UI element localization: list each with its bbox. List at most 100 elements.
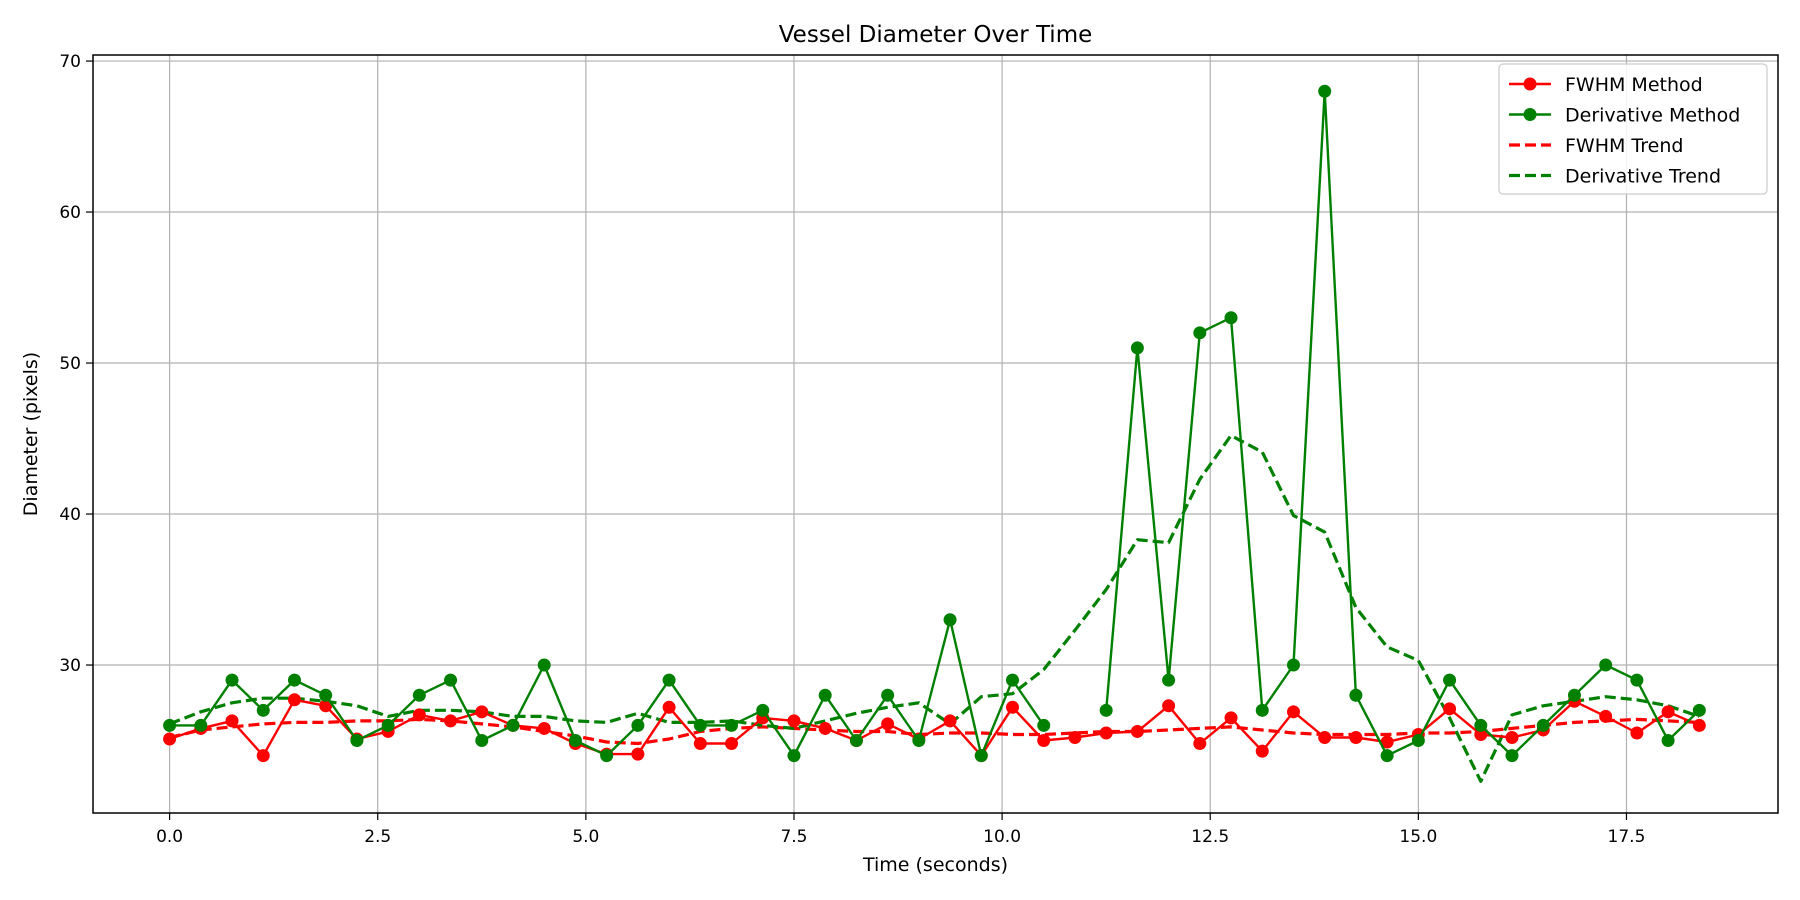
derivative-method-point [1006,673,1020,687]
fwhm-method-point [319,699,333,713]
fwhm-method-point [475,705,489,719]
derivative-method-point [1162,673,1176,687]
derivative-method-point [1536,718,1550,732]
fwhm-method-point [1443,702,1457,716]
fwhm-method-point [1505,731,1519,745]
legend-label-fwhm-trend: FWHM Trend [1565,135,1683,157]
derivative-method-point [818,688,832,702]
derivative-method-point [1286,658,1300,672]
x-tick-label: 15.0 [1399,827,1437,847]
derivative-method-point [319,688,333,702]
derivative-method-point [1349,688,1363,702]
plot-frame [92,54,1779,814]
fwhm-method-point [1037,734,1051,748]
fwhm-method-point [1006,700,1020,714]
derivative-method-point [1599,658,1613,672]
fwhm-method-point [787,714,801,728]
x-tick-label: 5.0 [572,827,599,847]
derivative-method-point [881,688,895,702]
fwhm-method-point [693,737,707,751]
fwhm-method-point [943,714,957,728]
derivative-method-point [537,658,551,672]
derivative-method-point [1692,703,1706,717]
derivative-method-point [1224,311,1238,325]
y-tick-label: 70 [59,52,81,72]
legend-box [1498,63,1768,195]
derivative-method-point [693,718,707,732]
x-tick-label: 2.5 [364,827,391,847]
derivative-method-point [725,718,739,732]
derivative-method-point [1630,673,1644,687]
derivative-method-point [225,673,239,687]
fwhm-method-point [1193,737,1207,751]
fwhm-method-point [1380,735,1394,749]
derivative-method-point [287,673,301,687]
fwhm-method-point [537,721,551,735]
derivative-method-point [1661,734,1675,748]
derivative-method-point [475,734,489,748]
derivative-method-point [568,734,582,748]
legend: FWHM Method Derivative Method FWHM Trend De… [1498,63,1768,195]
fwhm-method-point [725,737,739,751]
x-tick-label: 12.5 [1191,827,1229,847]
derivative-method-point [1411,734,1425,748]
derivative-method-point [1380,749,1394,763]
x-tick-label: 0.0 [156,827,183,847]
legend-label-fwhm-method: FWHM Method [1565,74,1703,96]
derivative-method-point [1505,749,1519,763]
derivative-method-point [1193,326,1207,340]
fwhm-method-point [662,700,676,714]
fwhm-method-point [1286,705,1300,719]
derivative-method-point [506,718,520,732]
fwhm-method-point [631,747,645,761]
derivative-method-point [194,718,208,732]
derivative-method-point [381,718,395,732]
fwhm-method-point [881,717,895,731]
y-tick-label: 30 [59,656,81,676]
fwhm-method-point [1599,709,1613,723]
y-axis-label: Diameter (pixels) [20,352,42,516]
fwhm-method-point [412,708,426,722]
derivative-method-point [1443,673,1457,687]
chart-title: Vessel Diameter Over Time [779,22,1093,48]
fwhm-method-point [1630,726,1644,740]
fwhm-method-point [818,721,832,735]
derivative-method-point [1130,341,1144,355]
fwhm-method-point [1661,705,1675,719]
fwhm-method-point [1255,744,1269,758]
fwhm-method-point [1224,711,1238,725]
fwhm-method-point [1349,731,1363,745]
derivative-method-point [849,734,863,748]
legend-marker-derivative-method [1523,108,1537,121]
derivative-method-point [1037,718,1051,732]
y-tick-label: 50 [59,354,81,374]
y-tick-label: 60 [59,203,81,223]
derivative-method-point [600,749,614,763]
fwhm-method-point [1068,731,1082,745]
ticks-group: 0.0 2.5 5.0 7.5 10.0 12.5 15.0 17.5 30 40 50 60 70 [59,52,1645,847]
derivative-method-point [912,734,926,748]
fwhm-method-point [163,732,177,746]
legend-marker-fwhm-method [1523,77,1537,91]
derivative-method-point [256,703,270,717]
derivative-method-point [756,703,770,717]
derivative-method-point [163,718,177,732]
derivative-method-point [1099,703,1113,717]
derivative-method-point [1474,718,1488,732]
x-tick-label: 7.5 [780,827,807,847]
fwhm-method-point [287,693,301,707]
derivative-method-point [412,688,426,702]
fwhm-trend-line [169,717,1700,746]
fwhm-method-point [1162,699,1176,713]
derivative-method-point [1255,703,1269,717]
derivative-method-point [787,749,801,763]
x-tick-label: 17.5 [1608,827,1646,847]
fwhm-method-point [1474,727,1488,741]
y-tick-label: 40 [59,505,81,525]
derivative-method-point [1318,84,1332,98]
legend-label-derivative-method: Derivative Method [1565,105,1740,127]
legend-label-derivative-trend: Derivative Trend [1565,166,1721,188]
fwhm-method-point [1692,718,1706,732]
fwhm-method-point [444,714,458,728]
